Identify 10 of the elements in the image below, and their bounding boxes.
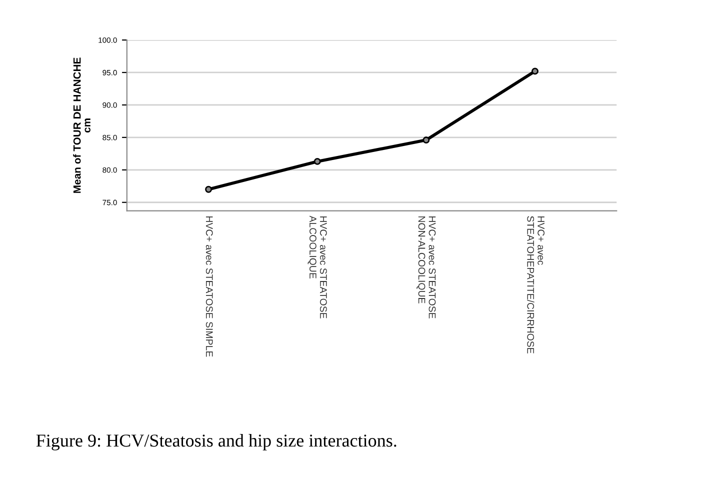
- point: [314, 158, 321, 165]
- point: [205, 186, 212, 193]
- x-tick-label: HVC+ avec STEATOSE ALCOOLIQUE: [308, 216, 327, 318]
- x-tick-label: HVC+ avec STEATOSE NON-ALCOOLIQUE: [416, 216, 436, 318]
- point: [532, 68, 538, 75]
- x-tick-label: HVC+ avec STEATOSE SIMPLE: [206, 216, 213, 357]
- x-tick-label: HVC+ avec STEATOHEPATITE/CIRRHOSE: [527, 216, 545, 354]
- caption: Figure 9: HCV/Steatosis and hip size interactions.: [36, 434, 396, 450]
- point: [422, 136, 430, 144]
- y-axis-title: Mean of TOUR DE HANCHE cm: [73, 58, 90, 193]
